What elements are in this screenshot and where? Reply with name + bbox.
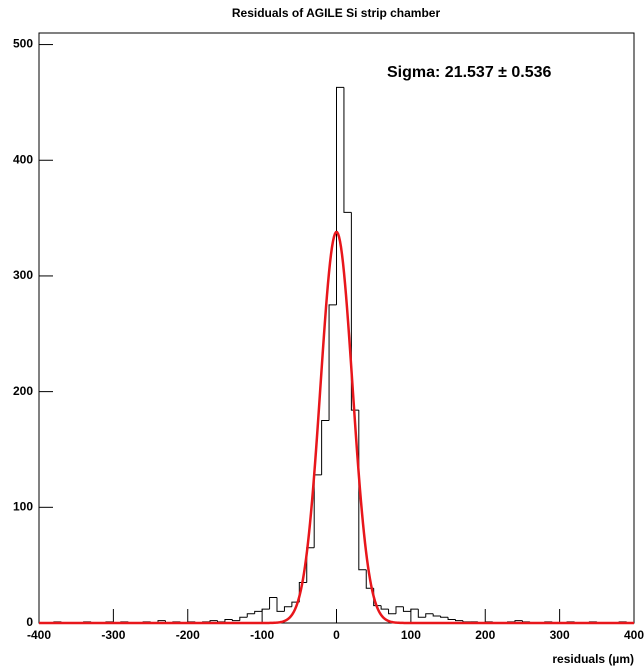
y-tick-label: 200 — [13, 384, 33, 398]
fit-curve — [39, 230, 634, 625]
histogram-bin — [402, 606, 411, 612]
histogram-bin — [417, 609, 426, 618]
histogram-bin — [313, 474, 322, 548]
histogram-bin — [231, 619, 240, 622]
x-tick-label: 200 — [475, 628, 495, 642]
x-tick-label: -400 — [27, 628, 51, 642]
histogram-bin — [425, 613, 434, 618]
histogram-bin — [380, 605, 389, 610]
histogram-bin — [328, 304, 337, 421]
histogram-bin — [343, 87, 352, 213]
histogram-bin — [239, 616, 248, 621]
histogram-bin — [447, 617, 456, 621]
histogram-bin — [388, 609, 396, 615]
histogram-bin — [410, 608, 419, 612]
histogram-bin — [521, 620, 530, 623]
x-tick-label: 100 — [401, 628, 421, 642]
x-axis-label: residuals (µm) — [552, 652, 634, 666]
y-tick-label: 300 — [13, 268, 33, 282]
histogram-bin — [462, 620, 471, 623]
histogram-bin — [276, 597, 285, 612]
y-tick-label: 500 — [13, 37, 33, 51]
x-tick-label: -100 — [250, 628, 274, 642]
histogram-bin — [350, 212, 359, 411]
fit-annotation: Sigma: 21.537 ± 0.536 — [387, 64, 552, 81]
x-tick-label: -300 — [101, 628, 125, 642]
histogram-bin — [246, 613, 255, 618]
y-tick-label: 400 — [13, 152, 33, 166]
x-tick-label: 0 — [333, 628, 340, 642]
histogram-bin — [209, 620, 218, 622]
x-tick-label: 400 — [624, 628, 644, 642]
histogram-bin — [217, 620, 225, 623]
histogram-bin — [283, 606, 292, 612]
histogram-bin — [261, 608, 270, 612]
histogram-bin — [455, 619, 463, 622]
histogram-bin — [224, 619, 233, 622]
y-tick-label: 0 — [26, 615, 33, 629]
histogram-bin — [269, 597, 277, 610]
histogram-bin — [514, 620, 523, 622]
histogram-bin — [321, 420, 330, 475]
histogram-bin — [254, 610, 263, 614]
chart-title: Residuals of AGILE Si strip chamber — [232, 6, 441, 20]
x-tick-label: -200 — [176, 628, 200, 642]
x-tick-label: 300 — [550, 628, 570, 642]
histogram-bin — [440, 616, 449, 618]
histogram-bin — [432, 613, 441, 617]
histogram-bin — [395, 606, 404, 614]
y-tick-label: 100 — [13, 499, 33, 513]
